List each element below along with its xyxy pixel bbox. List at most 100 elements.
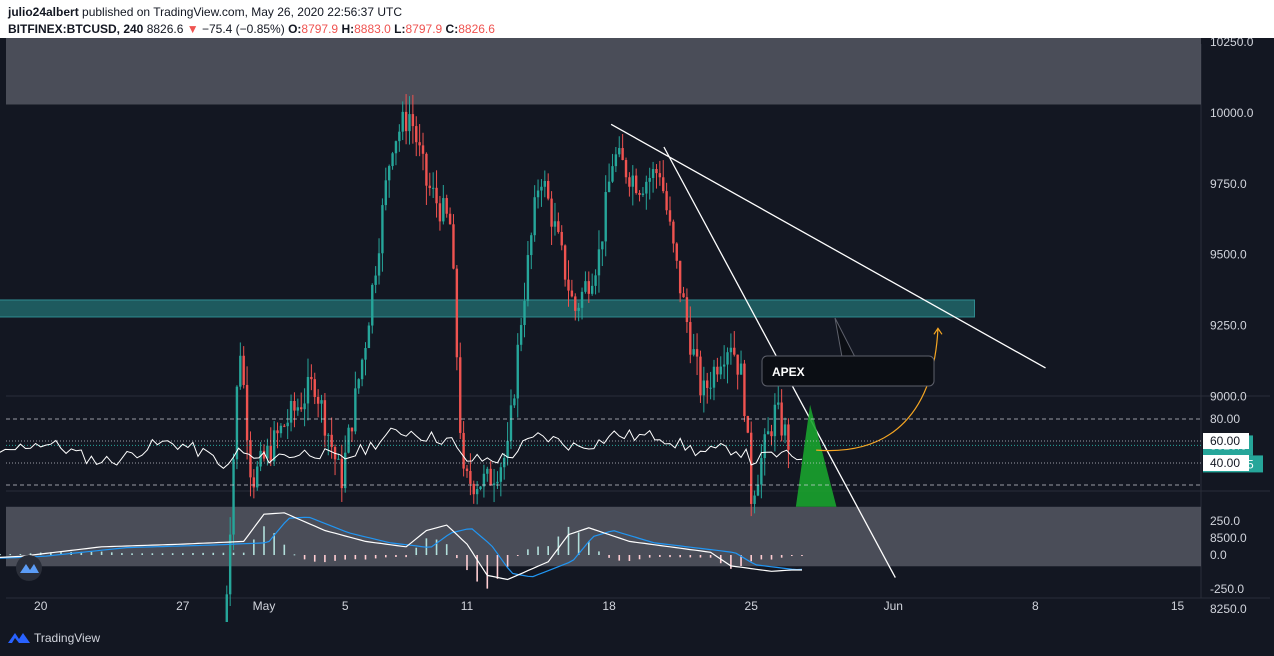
candle-body [634,175,638,193]
macd-histogram-bar [0,554,1,556]
time-tick-label: 15 [1171,599,1185,613]
macd-signal-line [0,516,803,578]
candle-body [360,359,364,380]
last-price: 8826.6 [146,22,184,36]
candle-body [435,187,438,204]
symbol-label[interactable]: BITFINEX:BTCUSD, 240 [8,22,144,36]
macd-histogram-bar [50,552,52,555]
candle-body [404,111,408,132]
macd-histogram-bar [90,551,93,555]
candle-body [560,231,563,246]
macd-histogram-bar [699,555,702,558]
candle-body [252,477,256,488]
brand-name[interactable]: TradingView [34,631,101,645]
candle-body [279,425,283,434]
candle-body [536,190,540,198]
author-name[interactable]: julio24albert [8,5,79,19]
macd-histogram-bar [192,553,194,555]
macd-histogram-bar [283,544,286,555]
candle-body [289,401,293,423]
candle-body [442,198,445,222]
macd-histogram-bar [445,544,448,555]
candle-body [489,468,492,486]
macd-histogram-bar [263,526,265,555]
macd-histogram-bar [547,546,549,555]
tradingview-badge-icon [16,555,42,581]
macd-histogram-bar [638,555,641,560]
macd-histogram-bar [537,546,539,555]
macd-histogram-bar [760,555,763,560]
macd-histogram-bar [60,552,62,555]
candle-body [323,400,327,436]
macd-histogram-bar [121,553,123,555]
time-tick-label: May [253,599,276,613]
tradingview-logo-icon[interactable] [8,630,30,646]
price-tick-label: 9750.0 [1210,177,1247,191]
candle-body [421,145,425,154]
candle-body [780,402,783,436]
candle-body [408,114,411,132]
candle-body [631,175,634,187]
candle-body [580,291,584,308]
macd-histogram-bar [334,555,336,561]
low-value: 8797.9 [405,22,443,36]
candle-body [590,285,594,294]
macd-histogram-bar [659,555,661,557]
candle-body [350,427,354,432]
macd-histogram-bar [273,533,275,555]
macd-histogram-bar [506,555,509,567]
candle-body [523,300,526,326]
open-value: 8797.9 [301,22,339,36]
macd-histogram-bar [516,555,519,556]
candle-body [239,355,242,387]
candle-body [293,401,296,411]
candle-body [367,325,371,349]
candle-body [662,177,665,192]
candle-body [577,307,580,311]
macd-histogram-bar [212,552,215,555]
high-label: H: [341,22,355,36]
candle-body [384,180,387,206]
macd-histogram-bar [100,551,103,555]
candle-body [726,352,729,365]
macd-histogram-bar [344,555,346,560]
candle-body [286,422,289,427]
macd-histogram-bar [405,555,407,558]
price-tick-label: 8250.0 [1210,602,1247,616]
candle-body [638,192,641,195]
macd-histogram-bar [395,555,397,557]
candle-body [482,473,486,487]
candle-body [327,434,330,436]
ohlc-line: BITFINEX:BTCUSD, 240 8826.6 ▼ −75.4 (−0.… [8,22,495,36]
macd-histogram-bar [496,555,499,579]
macd-histogram-bar [557,536,560,555]
candle-body [584,281,587,292]
apex-triangle [795,404,837,507]
rsi-tick-label: 40.00 [1210,456,1240,470]
candle-body [472,483,475,495]
candle-body [347,427,350,453]
time-tick-label: 11 [461,599,474,613]
candle-body [760,458,763,485]
candle-body [506,440,509,458]
candle-body [259,450,262,467]
macd-histogram-bar [374,555,377,559]
candle-body [316,396,320,404]
candle-body [245,384,249,441]
footer-bar: TradingView [0,622,1274,656]
candle-body [628,177,631,187]
time-tick-label: 20 [34,599,48,613]
candle-body [712,366,716,388]
macd-histogram-bar [354,555,357,560]
macd-histogram-bar [313,555,316,562]
candle-body [733,347,736,355]
candle-body [431,187,435,189]
macd-histogram-bar [435,539,438,555]
macd-histogram-bar [182,553,184,555]
candle-body [340,458,344,489]
macd-histogram-bar [709,555,712,558]
candle-body [475,489,479,495]
macd-histogram-bar [19,554,22,556]
candle-body [496,481,499,484]
chart-canvas[interactable]: 8250.08500.08750.09000.09250.09500.09750… [0,38,1274,622]
